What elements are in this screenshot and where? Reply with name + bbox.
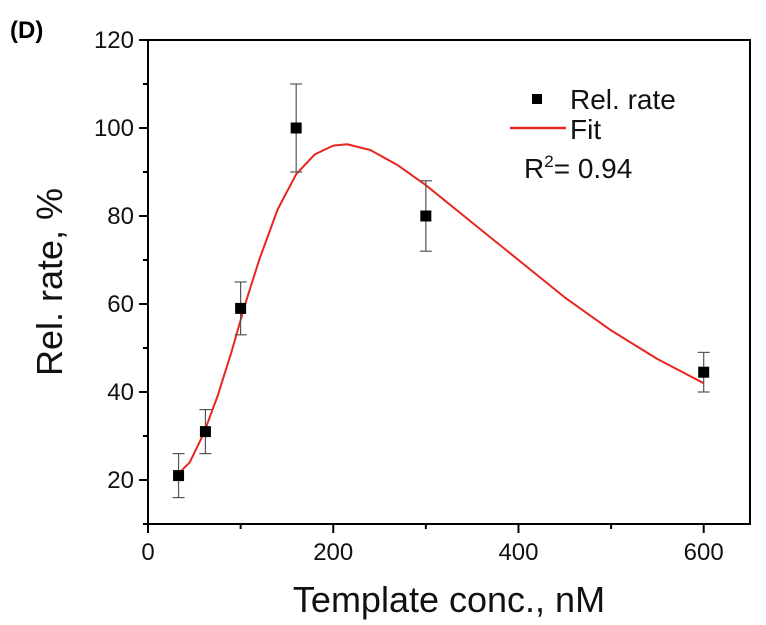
fit-curve — [177, 143, 705, 475]
x-tick-label: 600 — [684, 539, 724, 566]
data-point — [173, 470, 185, 482]
y-tick-label: 80 — [107, 203, 134, 230]
legend-label-rel-rate: Rel. rate — [570, 84, 676, 115]
x-tick-label: 400 — [498, 539, 538, 566]
data-point — [420, 210, 432, 222]
x-tick-label: 0 — [141, 539, 154, 566]
y-axis-tick-labels: 20 40 60 80 100 120 — [94, 27, 134, 494]
r-squared-r: R — [524, 153, 544, 184]
legend-marker-rel-rate — [532, 94, 542, 104]
x-axis-ticks — [147, 524, 705, 533]
y-tick-label: 120 — [94, 27, 134, 54]
data-point — [290, 122, 302, 134]
x-axis-tick-labels: 0 200 400 600 — [141, 539, 723, 566]
y-axis-ticks — [139, 39, 148, 525]
plot-frame — [147, 39, 751, 525]
y-tick-label: 40 — [107, 379, 134, 406]
y-tick-label: 60 — [107, 291, 134, 318]
legend: Rel. rate Fit R2= 0.94 — [510, 84, 676, 184]
y-axis-title: Rel. rate, % — [29, 188, 70, 376]
data-point — [235, 302, 247, 314]
panel-label: (D) — [10, 17, 43, 44]
data-points-layer — [173, 122, 710, 482]
fit-curve-layer — [177, 143, 705, 475]
y-tick-label: 100 — [94, 115, 134, 142]
x-axis-title: Template conc., nM — [293, 579, 605, 620]
data-point — [199, 426, 211, 438]
r-squared-annotation: R2= 0.94 — [524, 152, 632, 184]
plot-area-border — [147, 39, 751, 525]
error-bars-layer — [172, 83, 710, 499]
legend-label-fit: Fit — [570, 114, 601, 145]
y-tick-label: 20 — [107, 467, 134, 494]
r-squared-value: = 0.94 — [554, 153, 633, 184]
x-tick-label: 200 — [313, 539, 353, 566]
data-point — [698, 366, 710, 378]
r-squared-sup: 2 — [544, 152, 553, 171]
